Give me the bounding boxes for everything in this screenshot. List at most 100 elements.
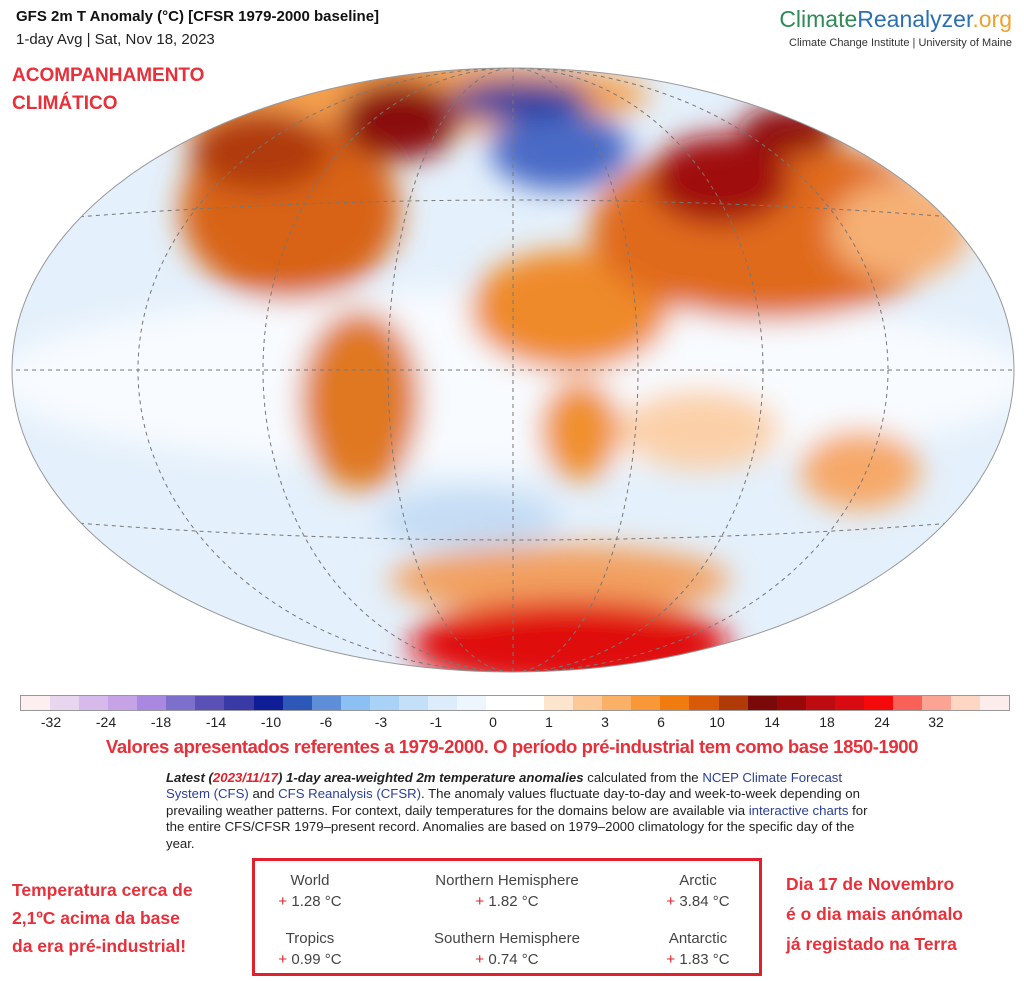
annotation-line: Dia 17 de Novembro	[786, 874, 955, 894]
annotation-line: ACOMPANHAMENTO	[12, 65, 205, 86]
colorbar-cell	[747, 696, 777, 710]
summary-text: for the entire CFS/CFSR 1979–present rec…	[166, 802, 868, 851]
chart-subtitle: 1-day Avg | Sat, Nov 18, 2023	[16, 31, 215, 48]
annotation-line: é o dia mais anómalo	[786, 904, 963, 924]
europe-cold	[490, 110, 630, 190]
plus-sign: +	[666, 951, 676, 968]
southern-ocean-warm	[390, 545, 730, 615]
stat-value: 0.74 °C	[488, 951, 539, 968]
annotation-line: Temperatura cerca de	[12, 880, 193, 900]
colorbar-tick-label: -10	[260, 714, 282, 730]
annotation-line: 2,1ºC acima da base	[12, 908, 180, 928]
record-day-annotation: Dia 17 de Novembro é o dia mais anómalo …	[786, 869, 963, 959]
tracking-annotation: ACOMPANHAMENTO CLIMÁTICO	[12, 62, 204, 118]
colorbar-tick-label: -14	[205, 714, 227, 730]
stats-box: World + 1.28 °C Northern Hemisphere + 1.82…	[252, 858, 762, 976]
colorbar-cell	[486, 696, 516, 710]
stat-name: Southern Hemisphere	[434, 930, 580, 947]
stat-value: 3.84 °C	[679, 893, 730, 910]
plus-sign: +	[278, 893, 288, 910]
stat-northern-hemisphere: Northern Hemisphere + 1.82 °C	[412, 872, 602, 910]
interactive-charts-link[interactable]: interactive charts	[748, 802, 849, 818]
colorbar-cell	[660, 696, 690, 710]
stat-name: Antarctic	[668, 930, 728, 947]
stat-value: 1.28 °C	[291, 893, 342, 910]
preindustrial-annotation: Temperatura cerca de 2,1ºC acima da base…	[12, 876, 193, 960]
stat-value: 1.82 °C	[488, 893, 539, 910]
plus-sign: +	[666, 893, 676, 910]
stat-name: Northern Hemisphere	[435, 872, 579, 889]
colorbar-cell	[863, 696, 893, 710]
greenland-hot	[340, 80, 460, 160]
summary-text: . The anomaly values fluctuate day-to-da…	[166, 786, 860, 818]
colorbar-cell	[892, 696, 922, 710]
logo-subtitle: Climate Change Institute | University of…	[789, 37, 1012, 49]
logo-part-2: Reanalyzer	[857, 6, 973, 32]
colorbar-tick-label: -24	[95, 714, 117, 730]
summary-paragraph: Latest (2023/11/17) 1-day area-weighted …	[166, 770, 880, 852]
colorbar-tick-label: 3	[601, 714, 609, 730]
colorbar-tick-label: 0	[489, 714, 497, 730]
colorbar-cell	[166, 696, 196, 710]
south-africa-warm	[540, 380, 620, 480]
colorbar-cell	[544, 696, 574, 710]
colorbar-tick-label: 24	[874, 714, 890, 730]
annotation-line: da era pré-industrial!	[12, 936, 187, 956]
colorbar-cell	[282, 696, 312, 710]
baseline-note: Valores apresentados referentes a 1979-2…	[105, 736, 919, 757]
colorbar-cell	[573, 696, 603, 710]
plus-sign: +	[475, 951, 485, 968]
plus-sign: +	[475, 893, 485, 910]
indian-ocean-warm	[620, 390, 780, 470]
colorbar-tick-label: 14	[764, 714, 780, 730]
colorbar-ticks: -32 -24 -18 -14 -10 -6 -3 -1 0 1 3 6 10 14 18 24 32	[20, 714, 1008, 732]
colorbar-cell	[398, 696, 428, 710]
colorbar-cell	[137, 696, 167, 710]
colorbar-cell	[108, 696, 138, 710]
climate-reanalyzer-logo[interactable]: ClimateReanalyzer.org	[779, 6, 1012, 33]
colorbar-cell	[805, 696, 835, 710]
stat-world: World + 1.28 °C	[215, 872, 405, 910]
logo-part-1: Climate	[779, 6, 858, 32]
logo-part-3: .org	[972, 6, 1012, 32]
colorbar-cell	[834, 696, 864, 710]
colorbar-cell	[515, 696, 545, 710]
graticule	[12, 68, 1014, 672]
plus-sign: +	[278, 951, 288, 968]
colorbar-cell	[195, 696, 225, 710]
ncep-cfs-link[interactable]: NCEP Climate Forecast System (CFS)	[166, 770, 843, 802]
stat-arctic: Arctic + 3.84 °C	[603, 872, 793, 910]
colorbar-cell	[427, 696, 457, 710]
colorbar-cell	[369, 696, 399, 710]
annotation-line: já registado na Terra	[786, 934, 957, 954]
canada-hot	[190, 110, 330, 190]
stat-southern-hemisphere: Southern Hemisphere + 0.74 °C	[412, 930, 602, 968]
lead-text: Latest (	[166, 770, 213, 785]
colorbar-cell	[21, 696, 51, 710]
colorbar-cell	[718, 696, 748, 710]
colorbar-cell	[340, 696, 370, 710]
colorbar-cell	[224, 696, 254, 710]
barents-cold	[450, 80, 590, 120]
colorbar-cell	[689, 696, 719, 710]
siberia-hot	[650, 135, 790, 225]
colorbar-tick-label: 1	[545, 714, 553, 730]
colorbar-tick-label: 32	[928, 714, 944, 730]
summary-text: calculated from the	[583, 770, 703, 785]
colorbar-tick-label: -6	[319, 714, 333, 730]
stat-name: Arctic	[679, 872, 717, 889]
colorbar-cell	[776, 696, 806, 710]
colorbar-cell	[456, 696, 486, 710]
east-siberia-hot	[740, 105, 840, 155]
colorbar-tick-label: 6	[657, 714, 665, 730]
stat-antarctic: Antarctic + 1.83 °C	[603, 930, 793, 968]
africa-warm	[470, 250, 670, 370]
colorbar-cell	[631, 696, 661, 710]
colorbar-tick-label: 10	[709, 714, 725, 730]
lead-date: 2023/11/17	[212, 770, 278, 785]
cfsr-link[interactable]: CFS Reanalysis (CFSR)	[278, 786, 422, 802]
colorbar-tick-label: -3	[374, 714, 388, 730]
colorbar-tick-label: -1	[429, 714, 443, 730]
summary-text: and	[248, 786, 279, 802]
north-pacific-warm	[830, 180, 970, 280]
